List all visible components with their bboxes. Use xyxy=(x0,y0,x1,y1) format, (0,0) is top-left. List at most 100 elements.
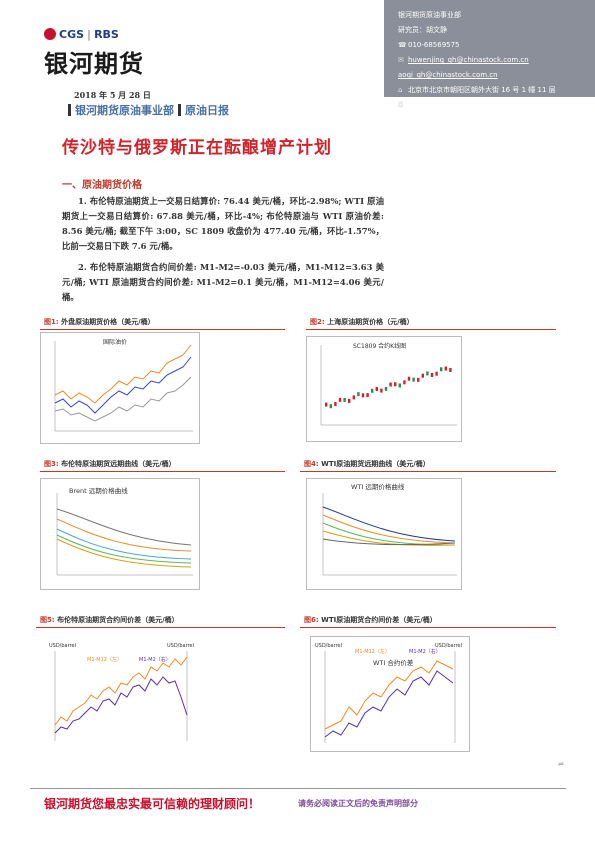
fig4-curve-2 xyxy=(322,514,456,544)
fig2-candle xyxy=(407,376,411,381)
corner-mark-icon: ⇌ xyxy=(558,760,564,768)
fig2-num: 图2: xyxy=(310,318,325,326)
fig6-legend-1: M1-M12（左） xyxy=(355,648,390,655)
fig3-curve-2 xyxy=(56,518,192,552)
fig6-caption: 图6: WTI原油期货合约间价差（美元/桶） xyxy=(300,614,545,627)
fig2-candle xyxy=(449,367,452,372)
fig2-caption: 图2: 上海原油期货价格（元/桶） xyxy=(306,316,551,329)
fig1-caption-text: 外盘原油期货价格（美元/桶） xyxy=(61,318,155,326)
dept-bar-icon xyxy=(68,104,71,116)
contact-address-row: ⌂ 北京市北京市朝阳区朝外大街 16 号 1 幢 11 层 xyxy=(398,83,587,98)
contact-web-row: ◘ www.yhqh.com.cn xyxy=(398,98,587,113)
fig4-num: 图4: xyxy=(304,460,319,468)
fig4-curve-4 xyxy=(322,530,456,546)
fig3-chart: Brent 远期价格曲线 xyxy=(40,478,200,590)
contact-address: 北京市北京市朝阳区朝外大街 16 号 1 幢 11 层 xyxy=(408,86,556,94)
fig5-ylabel-right: USD/barrel xyxy=(167,643,194,649)
fig4-chart-title: WTI 远期价格曲线 xyxy=(351,482,405,491)
fig2-candle xyxy=(444,366,447,371)
logo-name: 银河期货 xyxy=(44,50,144,78)
fig2-chart-title: SC1809 合约K线图 xyxy=(353,342,406,350)
contact-phone: 010-68569575 xyxy=(408,41,460,49)
contact-email2[interactable]: aoqi_qh@chinastock.com.cn xyxy=(398,71,498,79)
fig5-svg: USD/barrel USD/barrel M1-M12（左） M1-M2（右） xyxy=(49,643,194,741)
fig4-svg: WTI 远期价格曲线 xyxy=(322,482,457,576)
fig6-num: 图6: xyxy=(304,616,319,624)
page-title: 传沙特与俄罗斯正在酝酿增产计划 xyxy=(62,138,332,158)
fig2-candle xyxy=(348,398,351,403)
fig2-candle xyxy=(325,402,328,407)
fig5-caption: 图5: 布伦特原油期货合约间价差（美元/桶） xyxy=(36,614,281,627)
fig4-caption-text: WTI原油期货远期曲线（美元/桶） xyxy=(321,460,430,468)
contact-email1-row: ✉ huwenjing_qh@chinastock.com.cn xyxy=(398,53,587,68)
fig5-rule xyxy=(36,627,285,628)
contact-analyst: 研究员：胡文静 xyxy=(398,26,447,34)
fig2-candle xyxy=(366,393,369,398)
fig6-series-m1m12 xyxy=(324,660,454,730)
fig2-candle xyxy=(352,395,355,400)
web-icon: ◘ xyxy=(398,101,404,109)
fig4-caption: 图4: WTI原油期货远期曲线（美元/桶） xyxy=(300,458,545,471)
location-icon: ⌂ xyxy=(398,86,403,94)
fig6-chart-title: WTI 合约价差 xyxy=(373,658,414,667)
fig3-curve-1 xyxy=(56,508,192,546)
contact-dept: 银河期货原油事业部 xyxy=(398,11,461,19)
fig6-caption-text: WTI原油期货合约间价差（美元/桶） xyxy=(321,616,437,624)
fig2-caption-text: 上海原油期货价格（元/桶） xyxy=(327,318,414,326)
section-heading: 一、原油期货价格 xyxy=(62,180,142,191)
fig2-candle xyxy=(343,397,346,402)
fig1-series-orange xyxy=(54,344,192,404)
fig5-ylabel-left: USD/barrel xyxy=(49,643,76,649)
fig4-curve-3 xyxy=(322,522,456,546)
fig6-legend-2: M1-M2（右） xyxy=(409,648,441,655)
fig3-chart-title: Brent 远期价格曲线 xyxy=(69,486,128,495)
contact-panel: 银河期货原油事业部 研究员：胡文静 ☎ 010-68569575 ✉ huwenji… xyxy=(384,0,595,109)
fig6-series-m1m2 xyxy=(324,670,454,738)
dept-line: 银河期货原油事业部 原油日报 xyxy=(64,102,229,118)
fig1-num: 图1: xyxy=(44,318,59,326)
fig4-curve-1 xyxy=(322,506,456,542)
fig2-candle xyxy=(334,402,337,407)
report-date: 2018 年 5 月 28 日 xyxy=(74,90,151,100)
fig2-candle xyxy=(380,388,383,393)
fig4-rule xyxy=(300,471,556,472)
fig2-candle xyxy=(338,397,342,402)
fig2-candle xyxy=(329,404,332,409)
contact-email1[interactable]: huwenjing_qh@chinastock.com.cn xyxy=(408,56,529,64)
fig3-caption-text: 布伦特原油期货远期曲线（美元/桶） xyxy=(61,460,176,468)
fig6-rule xyxy=(300,627,556,628)
fig3-curve-4 xyxy=(56,534,192,564)
fig5-num: 图5: xyxy=(40,616,55,624)
fig2-candle xyxy=(421,373,424,378)
fig5-legend-1: M1-M12（左） xyxy=(87,656,122,663)
fig2-candle xyxy=(394,382,397,387)
fig5-series-m1m2 xyxy=(54,676,188,734)
fig5-caption-text: 布伦特原油期货合约间价差（美元/桶） xyxy=(57,616,179,624)
fig3-caption: 图3: 布伦特原油期货远期曲线（美元/桶） xyxy=(40,458,285,471)
footer-notice: 请务必阅读正文后的免责声明部分 xyxy=(298,799,418,808)
fig5-legend-2: M1-M2（右） xyxy=(139,656,171,663)
fig2-candle xyxy=(412,377,415,382)
fig6-ylabel-left: USD/barrel xyxy=(315,643,342,649)
fig2-candle xyxy=(357,392,360,397)
footer-rule xyxy=(30,788,566,789)
fig3-curve-3 xyxy=(56,528,192,560)
fig4-chart: WTI 远期价格曲线 xyxy=(306,478,462,590)
fig3-num: 图3: xyxy=(44,460,59,468)
fig6-chart: USD/barrel USD/barrel M1-M12（左） M1-M2（右）… xyxy=(310,636,470,752)
paragraph-1: 1. 布伦特原油期货上一交易日结算价: 76.44 美元/桶，环比-2.98%;… xyxy=(62,196,384,251)
fig6-svg: USD/barrel USD/barrel M1-M12（左） M1-M2（右）… xyxy=(315,643,462,743)
fig2-candle xyxy=(371,388,374,393)
fig2-candle xyxy=(389,382,392,387)
fig2-candle xyxy=(417,377,420,382)
contact-web[interactable]: www.yhqh.com.cn xyxy=(408,101,472,109)
logo-rbs: RBS xyxy=(94,27,119,41)
cgs-mark-icon xyxy=(44,28,56,40)
fig1-chart-title: 国际油价 xyxy=(103,338,127,346)
fig4-curve-5 xyxy=(322,538,456,546)
contact-email2-row: aoqi_qh@chinastock.com.cn xyxy=(398,68,587,83)
fig1-caption: 图1: 外盘原油期货价格（美元/桶） xyxy=(40,316,285,329)
logo-cgs: CGS xyxy=(59,27,85,41)
footer-slogan: 银河期货您最忠实最可信赖的理财顾问！ xyxy=(44,797,261,811)
mail-icon: ✉ xyxy=(398,56,404,64)
